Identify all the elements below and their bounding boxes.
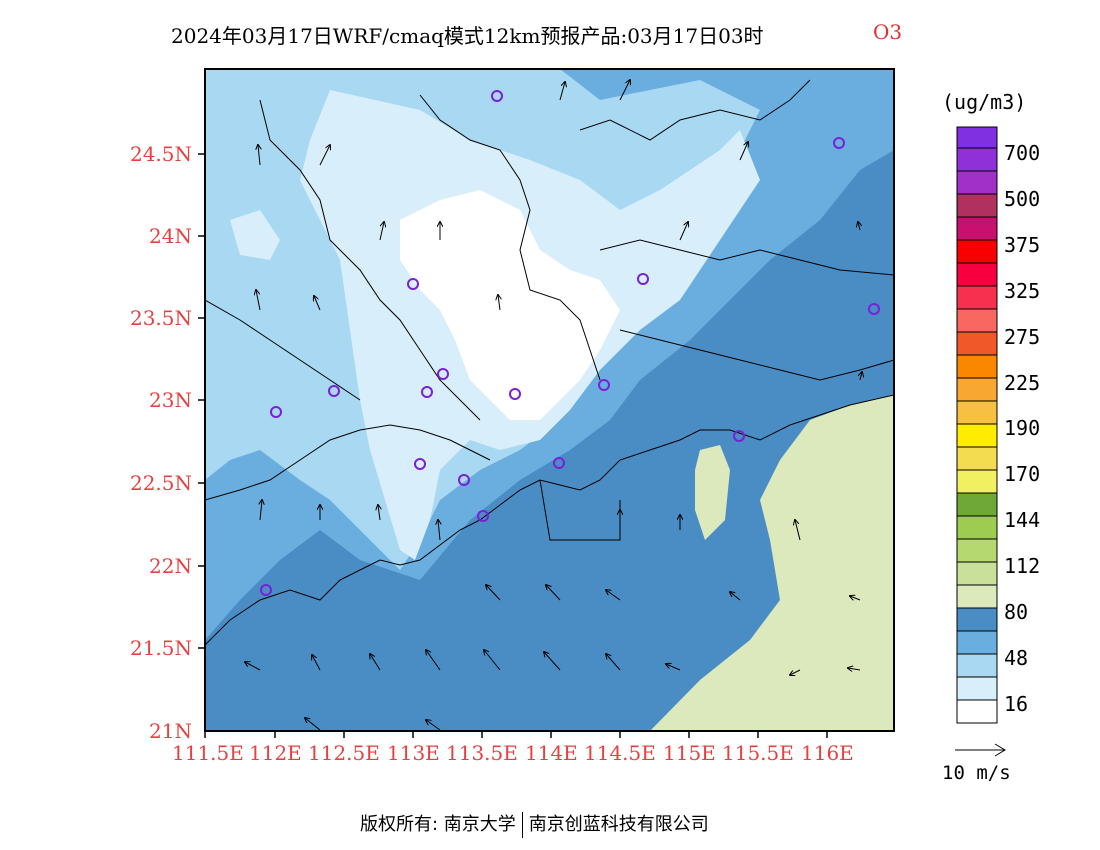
map-title: 2024年03月17日WRF/cmaq模式12km预报产品:03月17日03时 — [171, 24, 764, 48]
copyright-right: 南京创蓝科技有限公司 — [528, 814, 709, 835]
lon-tick-label: 112.5E — [308, 741, 380, 765]
colorbar-label: 225 — [1004, 371, 1041, 395]
lon-tick-label: 114.5E — [584, 741, 656, 765]
reference-vector-label: 10 m/s — [942, 762, 1011, 784]
colorbar-unit: (ug/m3) — [942, 90, 1027, 114]
colorbar-label: 375 — [1004, 233, 1041, 257]
colorbar-label: 500 — [1004, 187, 1041, 211]
copyright-divider — [521, 812, 523, 838]
colorbar-label: 190 — [1004, 416, 1041, 440]
lat-tick-label: 23.5N — [129, 306, 192, 330]
colorbar-label: 48 — [1004, 646, 1029, 670]
concentration-field — [205, 69, 894, 731]
lon-tick-label: 111.5E — [172, 741, 244, 765]
axis-ticks — [198, 153, 828, 738]
lon-tick-label: 114E — [525, 741, 578, 765]
colorbar-label: 275 — [1004, 325, 1041, 349]
lat-tick-label: 22.5N — [129, 471, 192, 495]
colorbar-label: 16 — [1004, 692, 1029, 716]
boundary-lines — [205, 79, 894, 646]
lon-tick-label: 115.5E — [722, 741, 794, 765]
wind-vectors — [245, 80, 862, 731]
lat-tick-label: 24.5N — [129, 142, 192, 166]
colorbar — [956, 126, 998, 724]
station-markers — [260, 90, 880, 596]
lat-tick-label: 23N — [149, 388, 192, 412]
colorbar-label: 170 — [1004, 462, 1041, 486]
pollutant-label: O3 — [873, 20, 903, 44]
lat-tick-label: 21.5N — [129, 636, 192, 660]
lat-tick-label: 24N — [149, 224, 192, 248]
colorbar-label: 80 — [1004, 600, 1029, 624]
reference-arrow — [955, 743, 1006, 757]
colorbar-label: 700 — [1004, 141, 1041, 165]
colorbar-label: 325 — [1004, 279, 1041, 303]
lon-tick-label: 116E — [801, 741, 854, 765]
lon-tick-label: 113E — [387, 741, 440, 765]
lat-tick-label: 22N — [149, 554, 192, 578]
copyright-footer: 版权所有: 南京大学 南京创蓝科技有限公司 — [360, 810, 709, 838]
colorbar-label: 112 — [1004, 554, 1041, 578]
lon-tick-label: 115E — [663, 741, 716, 765]
colorbar-label: 144 — [1004, 508, 1041, 532]
lon-tick-label: 112E — [249, 741, 302, 765]
copyright-left: 版权所有: 南京大学 — [360, 814, 516, 835]
lat-tick-label: 21N — [149, 719, 192, 743]
lon-tick-label: 113.5E — [446, 741, 518, 765]
